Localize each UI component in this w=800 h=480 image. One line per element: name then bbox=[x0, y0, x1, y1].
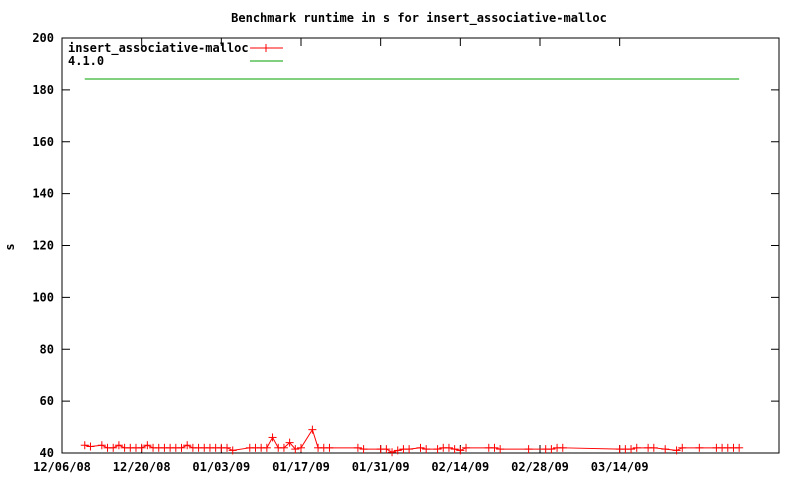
x-tick-label: 01/17/09 bbox=[272, 460, 330, 474]
data-point bbox=[444, 443, 453, 452]
data-point bbox=[627, 445, 636, 454]
y-tick-label: 40 bbox=[40, 446, 54, 460]
y-tick-label: 120 bbox=[32, 239, 54, 253]
data-point bbox=[735, 443, 744, 452]
data-point bbox=[97, 441, 106, 450]
x-tick-label: 01/03/09 bbox=[192, 460, 250, 474]
y-tick-label: 80 bbox=[40, 342, 54, 356]
data-point bbox=[393, 446, 402, 455]
data-point bbox=[325, 443, 334, 452]
x-axis: 12/06/08 12/20/08 01/03/09 01/17/09 01/31/09… bbox=[33, 38, 649, 474]
data-point bbox=[649, 443, 658, 452]
data-point bbox=[177, 443, 186, 452]
data-point bbox=[353, 443, 362, 452]
data-point bbox=[262, 443, 271, 452]
y-tick-label: 100 bbox=[32, 290, 54, 304]
data-point bbox=[388, 448, 397, 457]
data-point bbox=[462, 443, 471, 452]
data-point bbox=[359, 445, 368, 454]
x-tick-label: 03/14/09 bbox=[591, 460, 649, 474]
data-point bbox=[695, 443, 704, 452]
data-point bbox=[279, 443, 288, 452]
x-tick-label: 01/31/09 bbox=[352, 460, 410, 474]
y-tick-label: 180 bbox=[32, 83, 54, 97]
data-point bbox=[285, 438, 294, 447]
x-tick-label: 02/14/09 bbox=[431, 460, 489, 474]
chart-title: Benchmark runtime in s for insert_associ… bbox=[231, 11, 607, 26]
legend: insert_associative-malloc 4.1.0 bbox=[68, 41, 283, 68]
y-axis-label: s bbox=[3, 243, 17, 250]
data-point bbox=[422, 445, 431, 454]
data-point bbox=[223, 443, 232, 452]
data-point bbox=[291, 445, 300, 454]
data-point bbox=[456, 446, 465, 455]
data-point bbox=[109, 443, 118, 452]
legend-label-1: 4.1.0 bbox=[68, 54, 104, 68]
data-point bbox=[416, 443, 425, 452]
data-point bbox=[450, 445, 459, 454]
y-tick-label: 60 bbox=[40, 394, 54, 408]
data-point bbox=[405, 445, 414, 454]
plot-frame bbox=[61, 37, 780, 454]
data-point bbox=[183, 441, 192, 450]
data-point bbox=[547, 445, 556, 454]
data-point bbox=[137, 443, 146, 452]
data-point bbox=[524, 445, 533, 454]
data-point bbox=[558, 443, 567, 452]
y-tick-label: 200 bbox=[32, 31, 54, 45]
data-point bbox=[297, 443, 305, 452]
data-point bbox=[661, 445, 670, 454]
x-tick-label: 12/06/08 bbox=[33, 460, 91, 474]
data-point bbox=[433, 445, 442, 454]
data-point bbox=[268, 433, 277, 442]
x-tick-label: 02/28/09 bbox=[511, 460, 569, 474]
data-point bbox=[80, 441, 89, 450]
y-tick-label: 160 bbox=[32, 135, 54, 149]
legend-label-0: insert_associative-malloc bbox=[68, 41, 249, 56]
data-point bbox=[228, 446, 237, 455]
data-point bbox=[114, 441, 123, 450]
data-point bbox=[632, 443, 641, 452]
data-point bbox=[382, 445, 391, 454]
data-point bbox=[86, 442, 95, 451]
series-group bbox=[80, 78, 744, 457]
data-point bbox=[496, 445, 505, 454]
data-point bbox=[490, 443, 499, 452]
data-point bbox=[672, 446, 681, 455]
y-tick-label: 140 bbox=[32, 187, 54, 201]
data-point bbox=[143, 441, 152, 450]
x-tick-label: 12/20/08 bbox=[113, 460, 171, 474]
y-axis: 40 60 80 100 120 140 160 180 200 bbox=[32, 31, 779, 460]
data-point bbox=[678, 443, 687, 452]
data-point bbox=[308, 425, 317, 434]
